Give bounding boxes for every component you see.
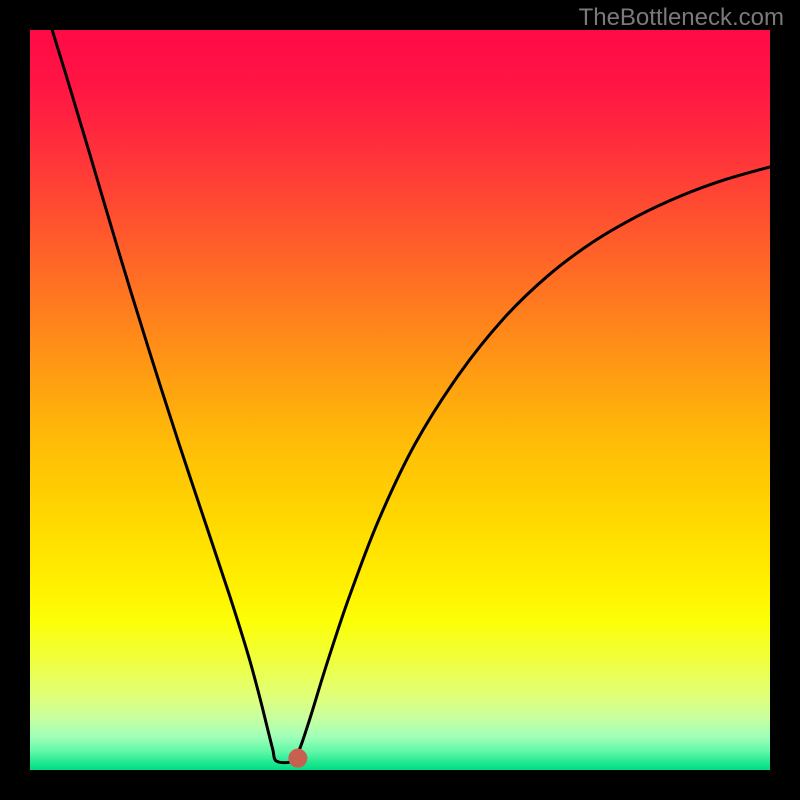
curve-layer bbox=[30, 30, 770, 770]
bottleneck-curve bbox=[52, 30, 770, 763]
minimum-marker bbox=[289, 749, 307, 767]
plot-area bbox=[30, 30, 770, 770]
watermark-text: TheBottleneck.com bbox=[579, 4, 784, 32]
chart-frame: TheBottleneck.com bbox=[0, 0, 800, 800]
